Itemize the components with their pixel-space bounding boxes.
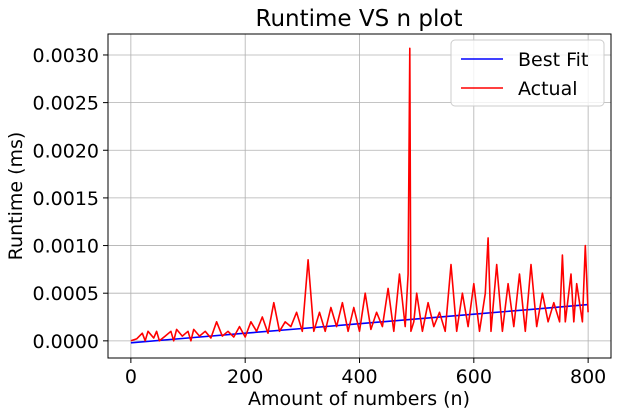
series-lines (130, 47, 589, 344)
legend: Best Fit Actual (450, 39, 605, 107)
x-tick-label: 200 (227, 366, 263, 388)
legend-label: Actual (518, 78, 578, 100)
y-axis-label: Runtime (ms) (5, 132, 27, 261)
y-tick-label: 0.0000 (33, 331, 99, 353)
x-tick-label: 0 (125, 366, 137, 388)
y-tick-label: 0.0025 (33, 93, 99, 115)
y-tick-label: 0.0020 (33, 140, 99, 162)
legend-box (450, 39, 605, 107)
series-line-actual (130, 47, 589, 342)
y-tick-label: 0.0005 (33, 283, 99, 305)
legend-label: Best Fit (518, 49, 588, 71)
x-tick-label: 600 (456, 366, 492, 388)
chart-title: Runtime VS n plot (256, 6, 463, 32)
x-tick-label: 800 (570, 366, 606, 388)
x-axis-label: Amount of numbers (n) (248, 388, 470, 410)
x-tick-label: 400 (341, 366, 377, 388)
y-tick-label: 0.0010 (33, 236, 99, 258)
ticks: 0 200 400 600 800 0.0000 0.0005 0.0010 0.0015 0.0… (33, 45, 607, 388)
y-tick-label: 0.0015 (33, 188, 99, 210)
y-tick-label: 0.0030 (33, 45, 99, 67)
